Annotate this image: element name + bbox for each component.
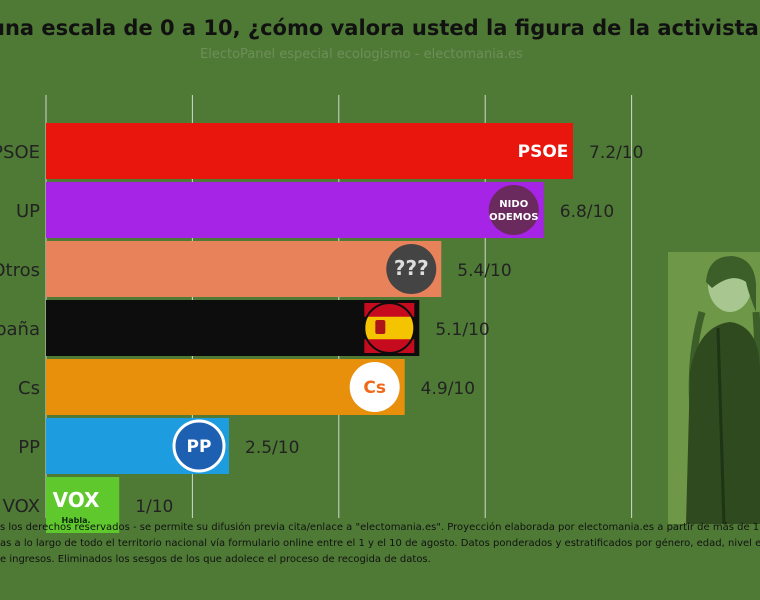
unidas-podemos-logo-text: NIDO — [499, 199, 528, 210]
category-label: PP — [18, 437, 40, 458]
vox-logo — [50, 479, 102, 531]
bar — [46, 182, 544, 238]
footer-line: s los derechos reservados - se permite s… — [0, 522, 760, 533]
value-label: 5.1/10 — [435, 320, 489, 340]
question-marks-logo — [386, 244, 437, 294]
vox-logo-subtext: Habla. — [62, 516, 91, 525]
bar — [46, 123, 574, 179]
value-label: 2.5/10 — [245, 438, 299, 458]
chart-title: una escala de 0 a 10, ¿cómo valora usted… — [0, 8, 760, 48]
psoe-logo-text: PSOE — [518, 142, 569, 162]
bar — [46, 300, 420, 356]
unidas-podemos-logo — [488, 185, 539, 235]
category-label: VOX — [3, 496, 40, 517]
pp-logo — [172, 419, 226, 473]
value-label: 4.9/10 — [421, 379, 475, 399]
value-label: 1/10 — [135, 497, 173, 517]
greta-thunberg-photo — [668, 252, 760, 524]
footer-line: as a lo largo de todo el territorio naci… — [0, 538, 760, 549]
unidas-podemos-logo-text: ODEMOS — [489, 212, 538, 223]
flag-border — [363, 302, 416, 354]
category-label: Otros — [0, 260, 40, 281]
footer-line: e ingresos. Eliminados los sesgos de los… — [0, 554, 431, 565]
vox-logo-text: VOX — [53, 488, 100, 512]
question-marks-logo-text: ??? — [394, 256, 429, 280]
chart-subtitle: ElectoPanel especial ecologismo - electo… — [200, 47, 523, 62]
category-label: Cs — [18, 378, 40, 399]
cs-logo-text: Cs — [363, 378, 386, 398]
bar — [46, 241, 442, 297]
cs-logo — [349, 362, 400, 412]
flag-crest — [375, 320, 386, 334]
pp-logo-text: PP — [187, 437, 212, 457]
footer-notes: s los derechos reservados - se permite s… — [0, 520, 760, 600]
value-label: 7.2/10 — [589, 143, 643, 163]
psoe-logo — [518, 126, 569, 176]
bar — [46, 359, 405, 415]
value-label: 5.4/10 — [457, 261, 511, 281]
category-label: PSOE — [0, 142, 40, 163]
category-label: UP — [16, 201, 40, 222]
chart-title-text: una escala de 0 a 10, ¿cómo valora usted… — [0, 16, 760, 40]
value-label: 6.8/10 — [560, 202, 614, 222]
category-label: paña — [0, 319, 40, 340]
